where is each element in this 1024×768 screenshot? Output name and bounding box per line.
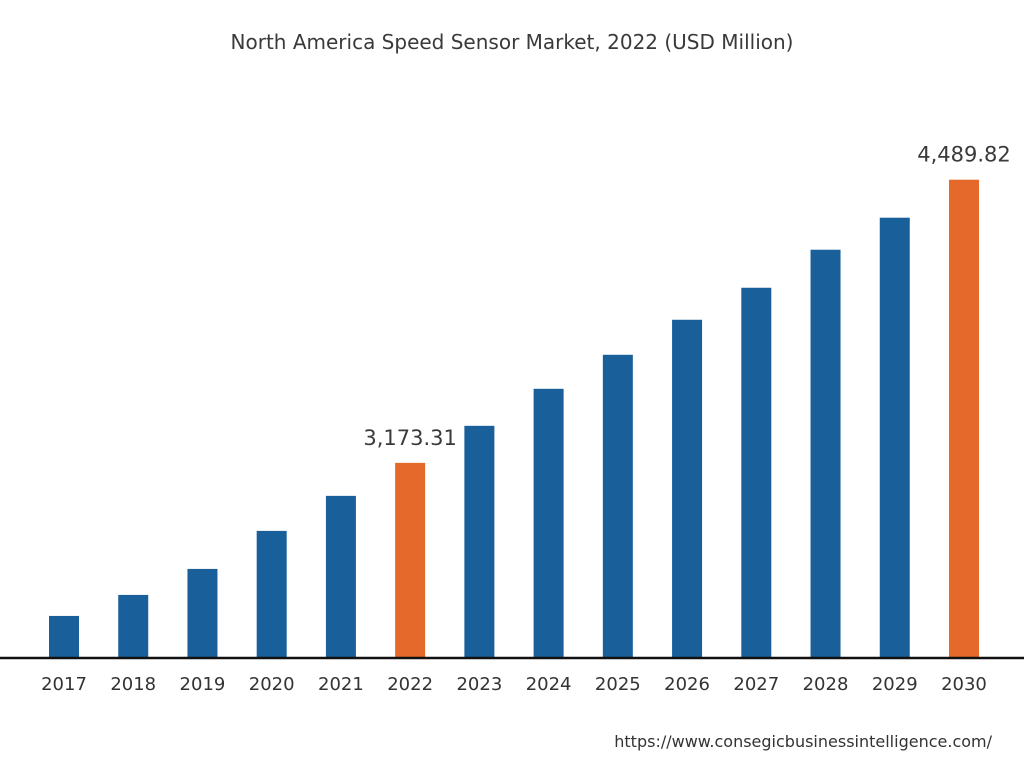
bar-2018 bbox=[118, 594, 149, 658]
x-tick-label: 2020 bbox=[249, 674, 295, 695]
bar-2017 bbox=[49, 615, 79, 658]
x-tick-label: 2017 bbox=[41, 674, 87, 695]
bar-2021 bbox=[325, 495, 356, 658]
data-label-2030: 4,489.82 bbox=[917, 143, 1011, 167]
bar-2030 bbox=[948, 179, 979, 658]
x-tick-label: 2028 bbox=[803, 674, 849, 695]
x-tick-label: 2025 bbox=[595, 674, 641, 695]
bar-2022 bbox=[395, 462, 426, 658]
bar-2019 bbox=[187, 568, 218, 658]
x-tick-label: 2018 bbox=[110, 674, 156, 695]
x-tick-label: 2030 bbox=[941, 674, 987, 695]
bar-2025 bbox=[602, 354, 633, 658]
source-url[interactable]: https://www.consegicbusinessintelligence… bbox=[614, 732, 992, 751]
x-tick-label: 2029 bbox=[872, 674, 918, 695]
data-label-2022: 3,173.31 bbox=[363, 426, 457, 450]
bar-2024 bbox=[533, 388, 564, 658]
x-tick-label: 2026 bbox=[664, 674, 710, 695]
x-tick-label: 2021 bbox=[318, 674, 364, 695]
x-tick-label: 2023 bbox=[456, 674, 502, 695]
bar-2028 bbox=[810, 249, 841, 658]
x-tick-label: 2019 bbox=[180, 674, 226, 695]
x-tick-label: 2022 bbox=[387, 674, 433, 695]
x-tick-label: 2024 bbox=[526, 674, 572, 695]
bar-2029 bbox=[879, 217, 910, 658]
chart-title: North America Speed Sensor Market, 2022 … bbox=[230, 30, 794, 54]
bar-2026 bbox=[672, 319, 703, 658]
x-tick-label: 2027 bbox=[733, 674, 779, 695]
bar-2020 bbox=[256, 530, 287, 658]
bar-2027 bbox=[741, 287, 772, 658]
bar-2023 bbox=[464, 425, 495, 658]
